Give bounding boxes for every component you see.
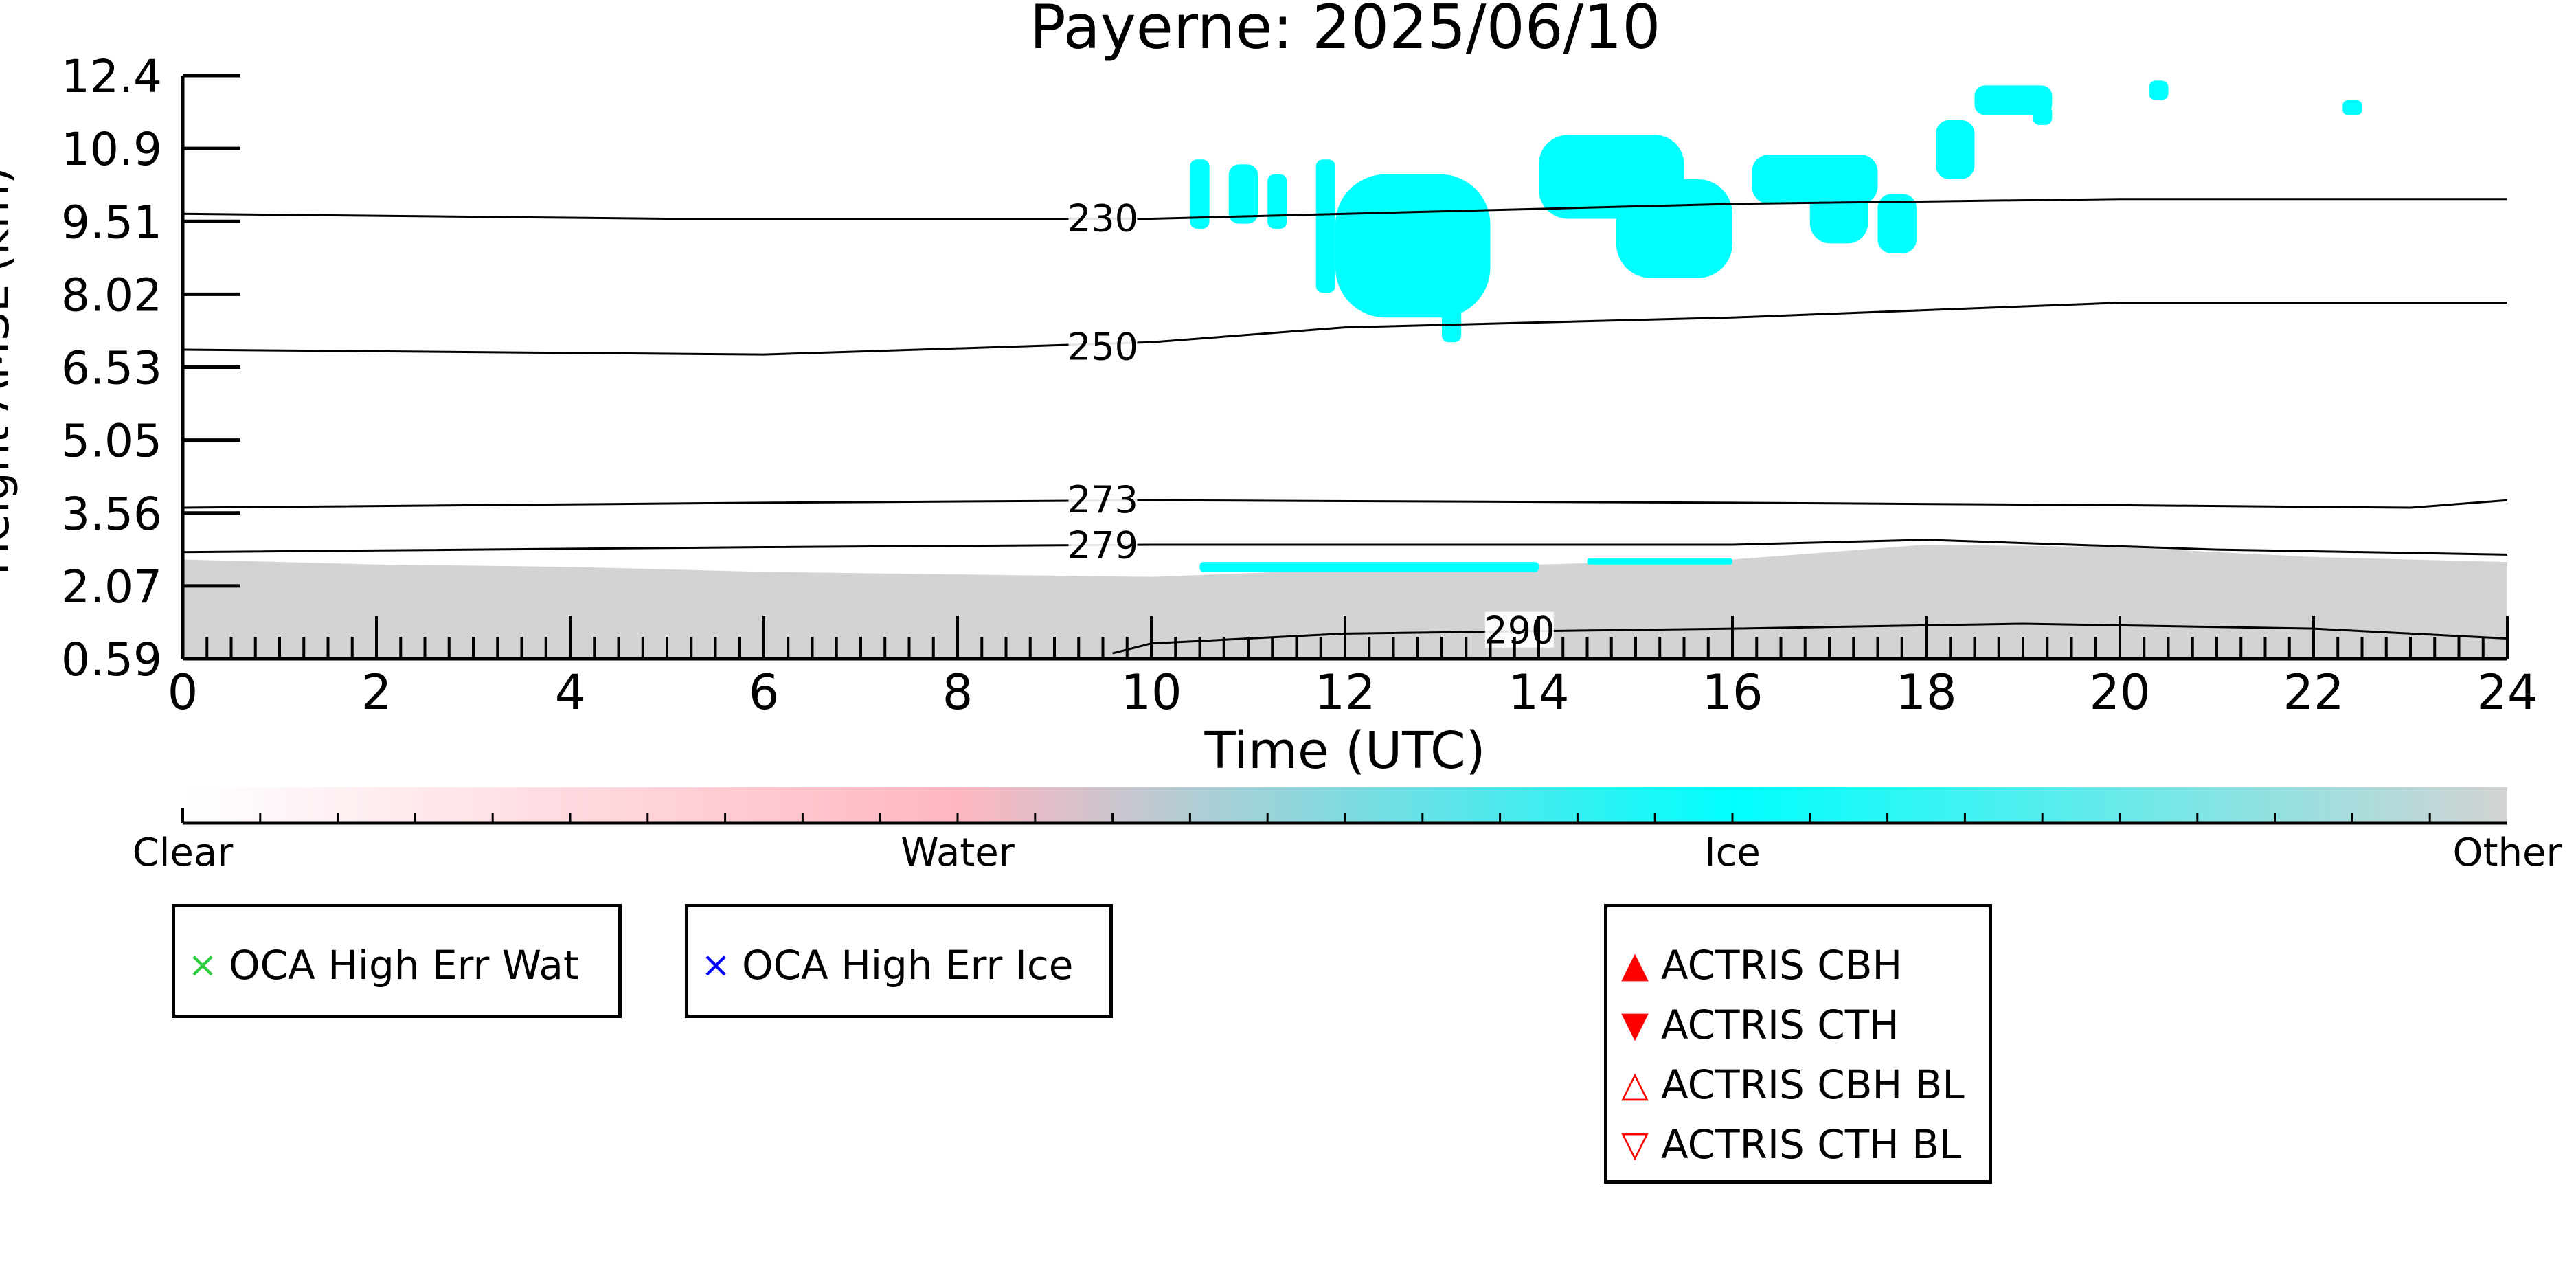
legend-marker: ▼	[1621, 1004, 1649, 1046]
colorbar-label-water: Water	[901, 831, 1015, 875]
ice-cloud-2	[1267, 174, 1287, 229]
y-tick-label: 10.9	[61, 123, 162, 176]
ice-cloud-3	[1315, 159, 1335, 293]
ice-cloud-7	[1616, 179, 1732, 278]
x-tick-label: 16	[1702, 664, 1763, 721]
legend-marker: ▲	[1621, 945, 1649, 986]
legend-label: ACTRIS CBH BL	[1661, 1061, 1965, 1108]
ice-cloud-11	[1936, 120, 1975, 179]
y-tick-label: 3.56	[61, 488, 162, 541]
x-tick-label: 18	[1895, 664, 1956, 721]
x-tick-label: 2	[361, 664, 392, 721]
y-axis-label: Height AMSL (km)	[0, 167, 19, 576]
y-tick-label: 5.05	[61, 415, 162, 468]
legend-label: ACTRIS CBH	[1661, 942, 1903, 988]
ice-cloud-15	[2342, 100, 2362, 115]
ice-cloud-14	[2149, 80, 2169, 100]
legend-label: OCA High Err Wat	[229, 942, 579, 988]
y-tick-label: 9.51	[61, 196, 162, 249]
chart-title: Payerne: 2025/06/10	[1030, 0, 1661, 63]
contour-label-290: 290	[1484, 609, 1555, 653]
contour-label-279: 279	[1067, 523, 1138, 567]
x-tick-label: 20	[2089, 664, 2150, 721]
legend-item: △ ACTRIS CBH BL	[1614, 1061, 1965, 1108]
contour-line-279	[182, 539, 2508, 556]
contour-line-230	[182, 198, 2507, 220]
contour-label-bg-290	[1484, 611, 1554, 648]
ice-cloud-10	[1877, 194, 1917, 253]
ice-cloud-0	[1190, 159, 1210, 229]
x-tick-label: 6	[749, 664, 780, 721]
y-tick-label: 0.59	[61, 633, 162, 686]
legend-marker: ×	[701, 945, 731, 986]
ice-cloud-12	[1974, 85, 2053, 115]
legend-item: × OCA High Err Ice	[695, 942, 1073, 988]
ice-cloud-5	[1442, 268, 1462, 343]
contour-label-bg-230	[1068, 199, 1138, 236]
legend-item: ▽ ACTRIS CTH BL	[1614, 1121, 1961, 1168]
x-tick-label: 0	[168, 664, 199, 721]
legend-item: ▲ ACTRIS CBH	[1614, 942, 1902, 988]
x-tick-label: 8	[942, 664, 973, 721]
contour-line-250	[182, 302, 2507, 356]
contour-label-bg-279	[1068, 526, 1138, 563]
x-tick-label: 14	[1508, 664, 1569, 721]
legend-box-2: × OCA High Err Ice	[685, 904, 1113, 1018]
legend-marker: ×	[188, 945, 218, 986]
x-axis-label: Time (UTC)	[1204, 721, 1485, 780]
legend-item: ▼ ACTRIS CTH	[1614, 1002, 1899, 1048]
x-tick-label: 12	[1314, 664, 1375, 721]
legend-label: ACTRIS CTH BL	[1661, 1121, 1962, 1168]
contour-label-250: 250	[1067, 325, 1138, 368]
colorbar-label-other: Other	[2452, 831, 2562, 875]
legend-box-3: ▲ ACTRIS CBH ▼ ACTRIS CTH △ ACTRIS CBH BL ▽ ACT…	[1604, 904, 1992, 1184]
x-tick-label: 24	[2476, 664, 2538, 721]
legend-item: × OCA High Err Wat	[182, 942, 579, 988]
ice-cloud-4	[1335, 174, 1491, 318]
legend-marker: ▽	[1621, 1124, 1649, 1165]
y-tick-label: 6.53	[61, 342, 162, 395]
ice-cloud-17	[1587, 558, 1732, 565]
contour-label-230: 230	[1067, 196, 1138, 240]
contour-label-bg-250	[1068, 328, 1138, 364]
legend-box-1: × OCA High Err Wat	[172, 904, 622, 1018]
y-tick-label: 2.07	[61, 561, 162, 613]
x-tick-label: 10	[1120, 664, 1182, 721]
x-tick-label: 4	[555, 664, 586, 721]
y-tick-label: 12.4	[61, 50, 162, 103]
colorbar-label-clear: Clear	[133, 831, 234, 875]
ice-cloud-13	[2033, 105, 2053, 125]
colorbar-label-ice: Ice	[1704, 831, 1761, 875]
contour-label-273: 273	[1067, 478, 1138, 521]
legend-label: OCA High Err Ice	[742, 942, 1074, 988]
contour-label-bg-273	[1068, 481, 1138, 517]
colorbar: Clear Water Ice Other	[133, 787, 2562, 875]
y-tick-label: 8.02	[61, 269, 162, 321]
legend-label: ACTRIS CTH	[1661, 1002, 1899, 1048]
ice-cloud-1	[1228, 164, 1258, 224]
contour-line-273	[182, 499, 2508, 509]
x-tick-label: 22	[2283, 664, 2344, 721]
ice-cloud-16	[1199, 562, 1539, 572]
legend-marker: △	[1621, 1064, 1649, 1105]
ice-cloud-9	[1809, 184, 1868, 244]
